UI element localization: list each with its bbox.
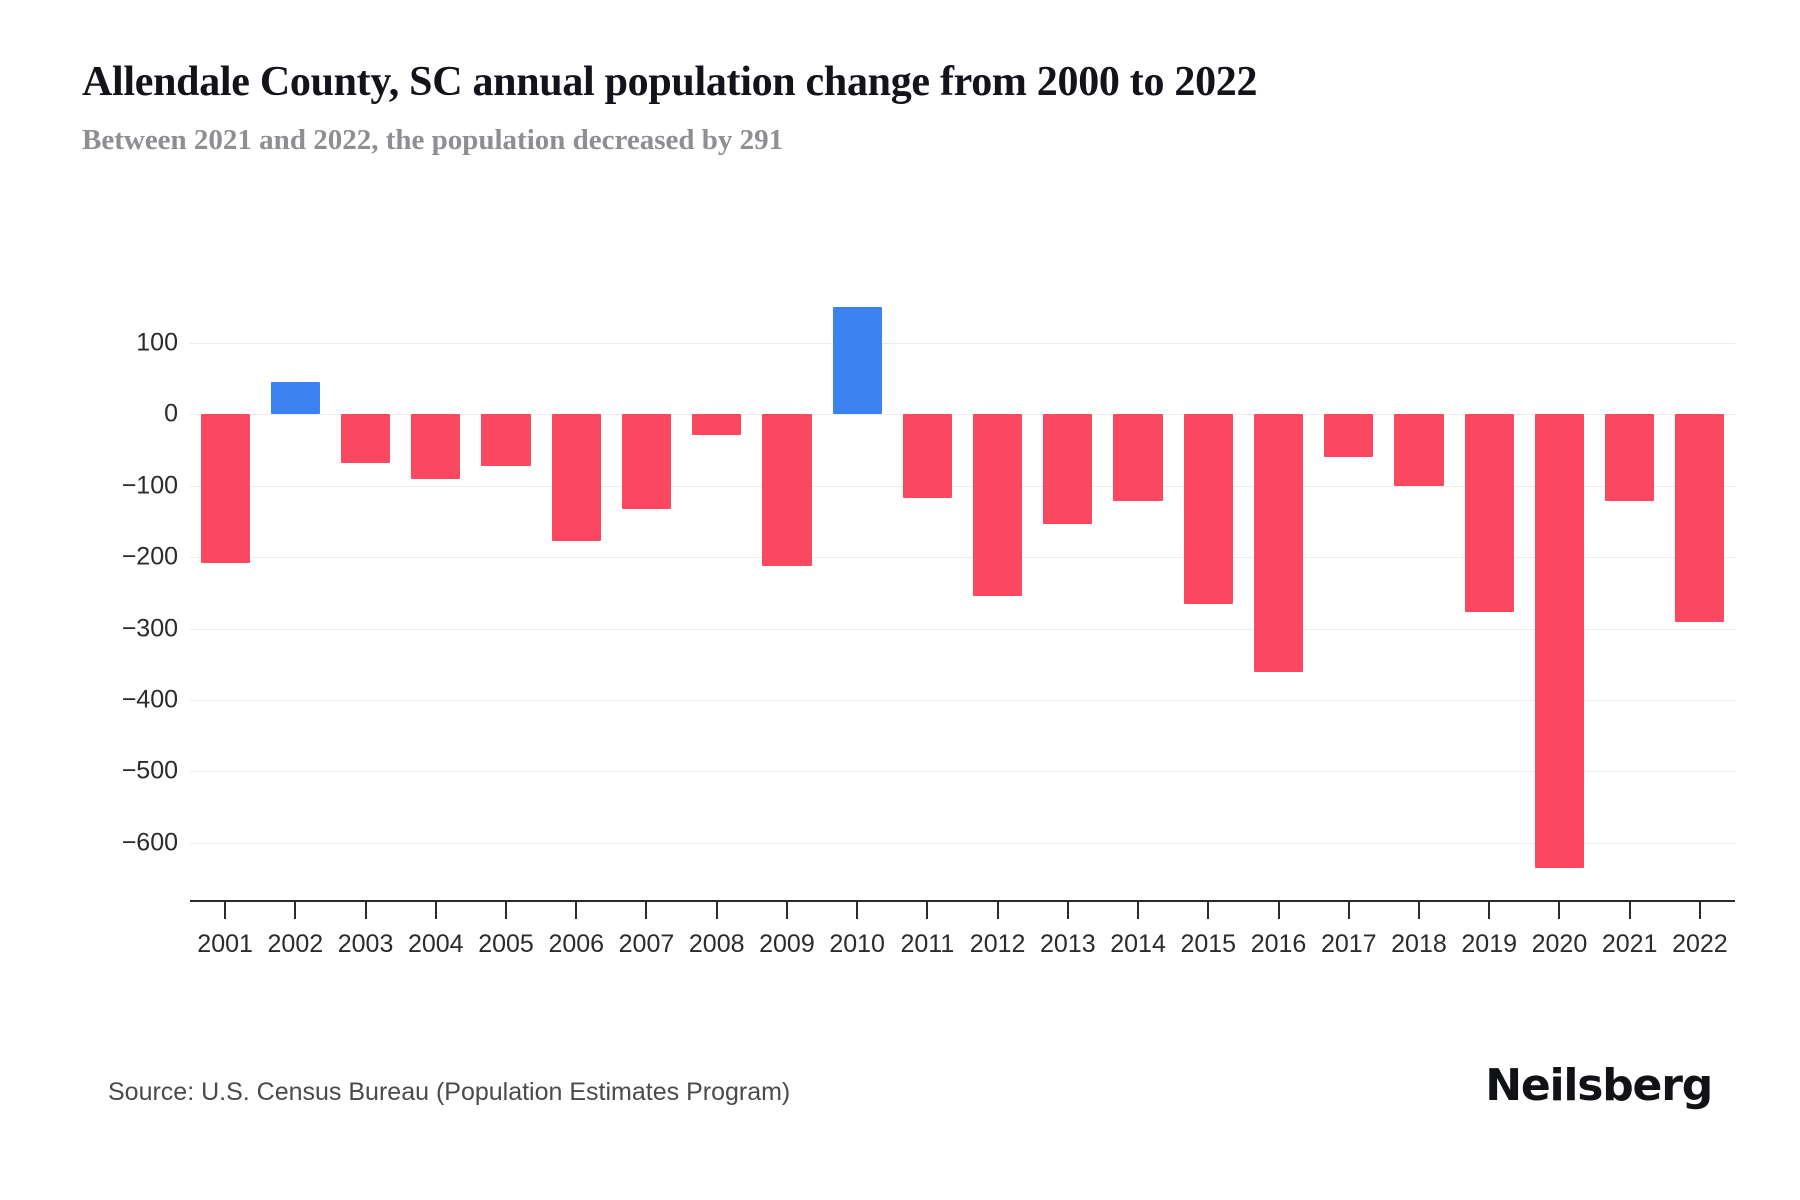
x-tick-label-2017: 2017 (1320, 930, 1377, 958)
bar-2012[interactable] (973, 414, 1023, 596)
x-tick-label-2005: 2005 (478, 930, 534, 958)
x-tick-2020 (1558, 902, 1561, 919)
bar-2009[interactable] (762, 414, 812, 567)
gridline--500 (190, 771, 1735, 773)
bar-2019[interactable] (1464, 414, 1514, 613)
chart-header: Allendale County, SC annual population c… (82, 58, 1722, 157)
bar-2014[interactable] (1113, 414, 1163, 502)
x-tick-2016 (1277, 902, 1280, 919)
y-tick-label--300: −300 (121, 614, 178, 643)
bar-2017[interactable] (1324, 414, 1374, 458)
x-tick-2012 (996, 902, 999, 919)
x-tick-2006 (575, 902, 578, 919)
x-tick-label-2003: 2003 (337, 930, 394, 958)
bar-2020[interactable] (1534, 414, 1584, 868)
x-tick-2009 (785, 902, 788, 919)
bar-2016[interactable] (1253, 414, 1304, 673)
bar-2013[interactable] (1043, 414, 1093, 524)
x-tick-2021 (1628, 902, 1631, 919)
x-tick-label-2011: 2011 (900, 930, 955, 958)
y-tick-label-0: 0 (164, 399, 178, 428)
bar-2022[interactable] (1675, 414, 1725, 623)
x-tick-2001 (224, 902, 227, 919)
x-tick-2013 (1066, 902, 1069, 919)
gridline--300 (190, 628, 1735, 630)
plot-area: 100 0 −100 −200 −300 −400 −500 −600 (0, 300, 1800, 900)
x-tick-label-2002: 2002 (267, 930, 324, 958)
x-tick-2017 (1347, 902, 1350, 919)
x-tick-2007 (645, 902, 648, 919)
x-tick-2010 (856, 902, 859, 919)
x-tick-label-2021: 2021 (1601, 930, 1658, 958)
x-tick-label-2008: 2008 (688, 930, 745, 958)
x-tick-label-2007: 2007 (618, 930, 675, 958)
bar-2002[interactable] (270, 382, 320, 415)
bar-2021[interactable] (1605, 414, 1655, 502)
bar-2005[interactable] (481, 414, 531, 467)
x-tick-2022 (1698, 902, 1701, 919)
bar-2015[interactable] (1183, 414, 1233, 604)
bar-2007[interactable] (621, 414, 672, 510)
x-tick-2011 (926, 902, 929, 919)
bar-2004[interactable] (411, 414, 461, 479)
gridlines (190, 300, 1735, 900)
bar-2011[interactable] (902, 414, 952, 498)
bar-2018[interactable] (1394, 414, 1444, 487)
x-axis-line (190, 900, 1735, 902)
x-tick-2014 (1137, 902, 1140, 919)
y-tick-label--600: −600 (121, 828, 178, 857)
x-tick-label-2020: 2020 (1531, 930, 1588, 958)
x-tick-2004 (434, 902, 437, 919)
y-tick-label--500: −500 (121, 756, 178, 785)
x-tick-2003 (364, 902, 367, 919)
x-tick-label-2016: 2016 (1250, 930, 1307, 958)
x-tick-label-2014: 2014 (1110, 930, 1166, 958)
x-tick-label-2019: 2019 (1461, 930, 1518, 958)
y-tick-label--200: −200 (121, 542, 178, 571)
bar-2010[interactable] (832, 307, 882, 415)
x-tick-2015 (1207, 902, 1210, 919)
x-tick-label-2013: 2013 (1040, 930, 1096, 958)
x-tick-2018 (1417, 902, 1420, 919)
x-tick-label-2010: 2010 (829, 930, 885, 958)
chart-subtitle: Between 2021 and 2022, the population de… (82, 124, 784, 156)
bar-2001[interactable] (200, 414, 250, 563)
bar-2003[interactable] (340, 414, 391, 463)
x-tick-2019 (1488, 902, 1491, 919)
y-axis: 100 0 −100 −200 −300 −400 −500 −600 (0, 300, 178, 900)
gridline--400 (190, 700, 1735, 701)
gridline--200 (190, 557, 1735, 559)
x-tick-label-2015: 2015 (1180, 930, 1237, 958)
x-tick-2002 (294, 902, 297, 919)
x-tick-2005 (505, 902, 508, 919)
gridline--600 (190, 842, 1735, 844)
x-tick-label-2012: 2012 (969, 930, 1026, 958)
y-tick-label--100: −100 (121, 471, 178, 500)
gridline--100 (190, 485, 1735, 487)
source-note: Source: U.S. Census Bureau (Population E… (108, 1078, 791, 1106)
bar-2008[interactable] (692, 414, 742, 435)
x-axis-ticks (190, 902, 1735, 920)
x-axis-labels: 2001 2002 2003 2004 2005 2006 2007 2008 2009 2010… (190, 930, 1735, 970)
y-tick-label-100: 100 (136, 328, 178, 357)
brand-logo: Neilsberg (1485, 1060, 1713, 1111)
x-tick-label-2006: 2006 (548, 930, 605, 958)
y-tick-label--400: −400 (121, 685, 178, 714)
x-tick-label-2018: 2018 (1391, 930, 1447, 958)
x-tick-2008 (715, 902, 718, 919)
x-tick-label-2004: 2004 (407, 930, 464, 958)
gridline-100 (190, 342, 1735, 344)
x-tick-label-2009: 2009 (759, 930, 815, 958)
x-tick-label-2022: 2022 (1672, 930, 1728, 958)
bar-2006[interactable] (551, 414, 601, 542)
page-title: Allendale County, SC annual population c… (82, 59, 1258, 105)
x-tick-label-2001: 2001 (197, 930, 253, 958)
gridline-0 (190, 414, 1735, 416)
bar-series (190, 300, 1735, 900)
